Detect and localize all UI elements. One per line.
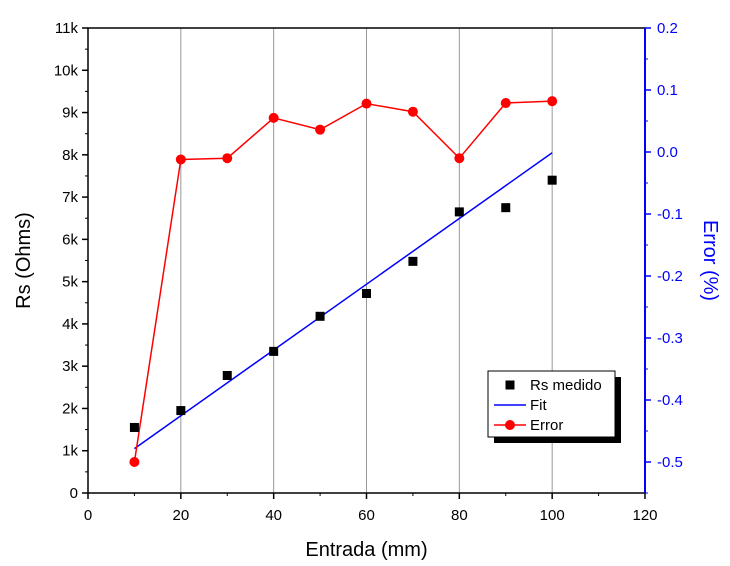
- data-series: [129, 96, 558, 467]
- y-tick-label: 6k: [62, 231, 78, 248]
- y2-axis-title: Error (%): [699, 220, 721, 301]
- rs-medido-point: [501, 203, 511, 213]
- y-axis-title: Rs (Ohms): [13, 212, 35, 309]
- x-axis-title: Entrada (mm): [305, 539, 427, 561]
- legend-symbol-rs-medido: [505, 380, 515, 390]
- error-line: [133, 100, 553, 463]
- x-tick-label: 20: [172, 507, 189, 524]
- fit-line: [133, 152, 553, 450]
- legend-symbol-error-marker: [505, 420, 515, 430]
- legend-label-rs-medido: Rs medido: [530, 377, 602, 394]
- y-tick-label: 11k: [55, 20, 79, 37]
- y-tick-label: 8k: [62, 147, 78, 164]
- y2-tick-label: -0.2: [657, 268, 683, 285]
- y2-tick-label: 0.0: [657, 144, 678, 161]
- x-tick-label: 100: [540, 507, 565, 524]
- y2-tick-label: -0.4: [657, 392, 683, 409]
- y2-tick-label: 0.2: [657, 20, 678, 37]
- rs-medido-point: [362, 288, 371, 298]
- error-point: [454, 153, 465, 164]
- error-point: [547, 96, 558, 107]
- rs-medido-point: [222, 370, 232, 380]
- legend: Rs medido Fit Error: [487, 370, 621, 443]
- rs-medido-point: [269, 346, 279, 356]
- y-tick-label: 2k: [62, 400, 78, 417]
- y-tick-label: 1k: [62, 443, 78, 460]
- y-tick-label: 3k: [62, 358, 78, 375]
- y2-tick-label: -0.5: [657, 454, 683, 471]
- x-tick-label: 60: [358, 507, 375, 524]
- rs-medido-point: [547, 175, 557, 185]
- rs-medido-point: [315, 311, 325, 321]
- y-tick-label: 0: [70, 485, 78, 502]
- error-point: [129, 457, 140, 467]
- rs-medido-point: [176, 406, 186, 416]
- y-tick-label: 4k: [62, 316, 78, 333]
- y-tick-label: 10k: [54, 62, 79, 79]
- x-tick-label: 120: [632, 507, 657, 524]
- y-tick-label: 7k: [62, 189, 78, 206]
- error-point: [361, 98, 372, 109]
- rs-medido-point: [408, 256, 418, 266]
- y-tick-label: 9k: [62, 105, 78, 122]
- error-point: [222, 153, 233, 164]
- legend-label-error: Error: [530, 417, 563, 434]
- x-tick-label: 80: [451, 507, 468, 524]
- y2-tick-label: -0.1: [657, 206, 683, 223]
- error-point: [500, 98, 511, 109]
- error-point: [175, 154, 186, 165]
- error-point: [268, 112, 279, 123]
- y-tick-label: 5k: [62, 274, 78, 291]
- rs-medido-point: [454, 207, 464, 217]
- error-point: [407, 106, 418, 117]
- legend-entries: Rs medido Fit Error: [494, 377, 602, 434]
- y2-tick-label: -0.3: [657, 330, 683, 347]
- x-tick-label: 0: [84, 507, 92, 524]
- legend-label-fit: Fit: [530, 397, 547, 414]
- x-tick-label: 40: [265, 507, 282, 524]
- y2-tick-label: 0.1: [657, 82, 678, 99]
- rs-medido-point: [129, 422, 139, 432]
- axis-ticks: 0 20 40 60 80 100 120 0 1k 2k 3k 4k 5k 6k 7k 8k 9k 10k 11k…: [54, 20, 683, 524]
- error-point: [315, 124, 326, 135]
